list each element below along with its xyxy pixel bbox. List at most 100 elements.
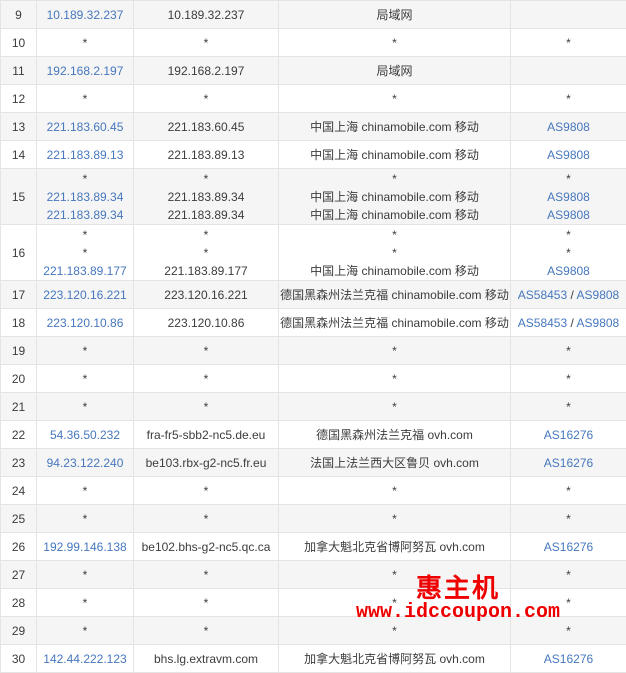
ip-cell: 192.99.146.138 <box>36 532 134 561</box>
location-value: * <box>392 623 397 638</box>
ip-link[interactable]: 221.183.89.34 <box>46 189 124 204</box>
host-cell: 221.183.89.13 <box>133 140 279 169</box>
ip-cell: * <box>36 504 134 533</box>
ip-link[interactable]: 192.168.2.197 <box>46 63 124 78</box>
location-value: 局域网 <box>376 7 413 22</box>
location-value: * <box>392 227 397 242</box>
ip-value: * <box>82 245 88 260</box>
hop-cell: 19 <box>0 336 37 365</box>
ip-link[interactable]: 221.183.89.34 <box>46 207 124 222</box>
asn-value: * <box>566 399 571 414</box>
ip-cell: 221.183.60.45 <box>36 112 134 141</box>
host-value: 10.189.32.237 <box>167 7 245 22</box>
location-cell: * <box>278 336 511 365</box>
asn-cell: * <box>510 364 626 393</box>
host-value: 221.183.60.45 <box>167 119 245 134</box>
table-row: 18 223.120.10.86 223.120.10.86 德国黑森州法兰克福 ch… <box>0 308 626 337</box>
table-row: 21 * * * * <box>0 392 626 421</box>
host-cell: be102.bhs-g2-nc5.qc.ca <box>133 532 279 561</box>
asn-link[interactable]: AS16276 <box>543 427 594 442</box>
asn-link[interactable]: AS9808 <box>576 315 620 330</box>
ip-value: * <box>82 35 88 50</box>
ip-link[interactable]: 94.23.122.240 <box>46 455 124 470</box>
host-value: 223.120.16.221 <box>164 287 248 302</box>
host-cell: * <box>133 476 279 505</box>
ip-link[interactable]: 221.183.60.45 <box>46 119 124 134</box>
hop-cell: 24 <box>0 476 37 505</box>
host-value: 221.183.89.34 <box>167 207 245 222</box>
asn-link[interactable]: AS16276 <box>543 539 594 554</box>
hop-cell: 23 <box>0 448 37 477</box>
asn-cell: * <box>510 28 626 57</box>
table-row: 25 * * * * <box>0 504 626 533</box>
asn-link[interactable]: AS9808 <box>547 147 590 162</box>
host-value: 223.120.10.86 <box>167 315 245 330</box>
hop-cell: 15 <box>0 168 37 225</box>
host-cell: 221.183.60.45 <box>133 112 279 141</box>
asn-value: * <box>566 171 571 186</box>
ip-link[interactable]: 54.36.50.232 <box>49 427 121 442</box>
asn-cell: * <box>510 588 626 617</box>
host-cell: * <box>133 560 279 589</box>
ip-link[interactable]: 142.44.222.123 <box>43 651 127 666</box>
ip-link[interactable]: 221.183.89.13 <box>46 147 124 162</box>
table-row: 23 94.23.122.240 be103.rbx-g2-nc5.fr.eu 法国上… <box>0 448 626 477</box>
location-value: 中国上海 chinamobile.com 移动 <box>310 189 479 204</box>
asn-value: * <box>566 595 571 610</box>
asn-separator: / <box>567 315 577 330</box>
location-cell: * <box>278 476 511 505</box>
table-row: 27 * * * * <box>0 560 626 589</box>
asn-cell: AS16276 <box>510 448 626 477</box>
table-row: 16 * * 221.183.89.177 * * 221.183.89.177 * * 中国上海… <box>0 224 626 281</box>
hop-cell: 22 <box>0 420 37 449</box>
asn-link[interactable]: AS16276 <box>543 651 594 666</box>
location-cell: 局域网 <box>278 0 511 29</box>
ip-link[interactable]: 221.183.89.177 <box>43 263 127 278</box>
asn-cell: * <box>510 392 626 421</box>
ip-cell: * <box>36 588 134 617</box>
host-value: * <box>203 227 209 242</box>
asn-cell: AS58453 / AS9808 <box>510 280 626 309</box>
location-cell: * <box>278 28 511 57</box>
ip-link[interactable]: 223.120.16.221 <box>43 287 127 302</box>
asn-cell: * <box>510 476 626 505</box>
ip-value: * <box>82 595 88 610</box>
location-value: 德国黑森州法兰克福 ovh.com <box>316 427 473 442</box>
location-value: * <box>392 371 397 386</box>
ip-link[interactable]: 223.120.10.86 <box>46 315 124 330</box>
asn-cell: * <box>510 560 626 589</box>
asn-value: * <box>566 371 571 386</box>
asn-link[interactable]: AS9808 <box>576 287 620 302</box>
ip-cell: 142.44.222.123 <box>36 644 134 673</box>
asn-cell: AS16276 <box>510 532 626 561</box>
asn-link[interactable]: AS58453 <box>517 287 568 302</box>
location-cell: 局域网 <box>278 56 511 85</box>
asn-value: * <box>566 567 571 582</box>
asn-link[interactable]: AS58453 <box>517 315 568 330</box>
asn-link[interactable]: AS9808 <box>547 263 590 278</box>
host-cell: * <box>133 588 279 617</box>
location-value: 局域网 <box>376 63 413 78</box>
host-cell: * <box>133 28 279 57</box>
host-cell: * <box>133 364 279 393</box>
hop-cell: 20 <box>0 364 37 393</box>
host-value: 221.183.89.177 <box>164 263 248 278</box>
asn-link[interactable]: AS9808 <box>547 189 590 204</box>
ip-link[interactable]: 10.189.32.237 <box>46 7 124 22</box>
host-value: * <box>203 371 209 386</box>
asn-cell <box>510 0 626 29</box>
asn-link[interactable]: AS16276 <box>543 455 594 470</box>
location-cell: * <box>278 560 511 589</box>
asn-link[interactable]: AS9808 <box>547 119 590 134</box>
asn-cell: AS16276 <box>510 644 626 673</box>
location-value: * <box>392 245 397 260</box>
location-value: 德国黑森州法兰克福 chinamobile.com 移动 <box>280 287 509 302</box>
hop-cell: 18 <box>0 308 37 337</box>
ip-cell: 221.183.89.13 <box>36 140 134 169</box>
location-value: * <box>392 511 397 526</box>
ip-link[interactable]: 192.99.146.138 <box>43 539 127 554</box>
host-cell: * * 221.183.89.177 <box>133 224 279 281</box>
ip-cell: * <box>36 84 134 113</box>
asn-link[interactable]: AS9808 <box>547 207 590 222</box>
